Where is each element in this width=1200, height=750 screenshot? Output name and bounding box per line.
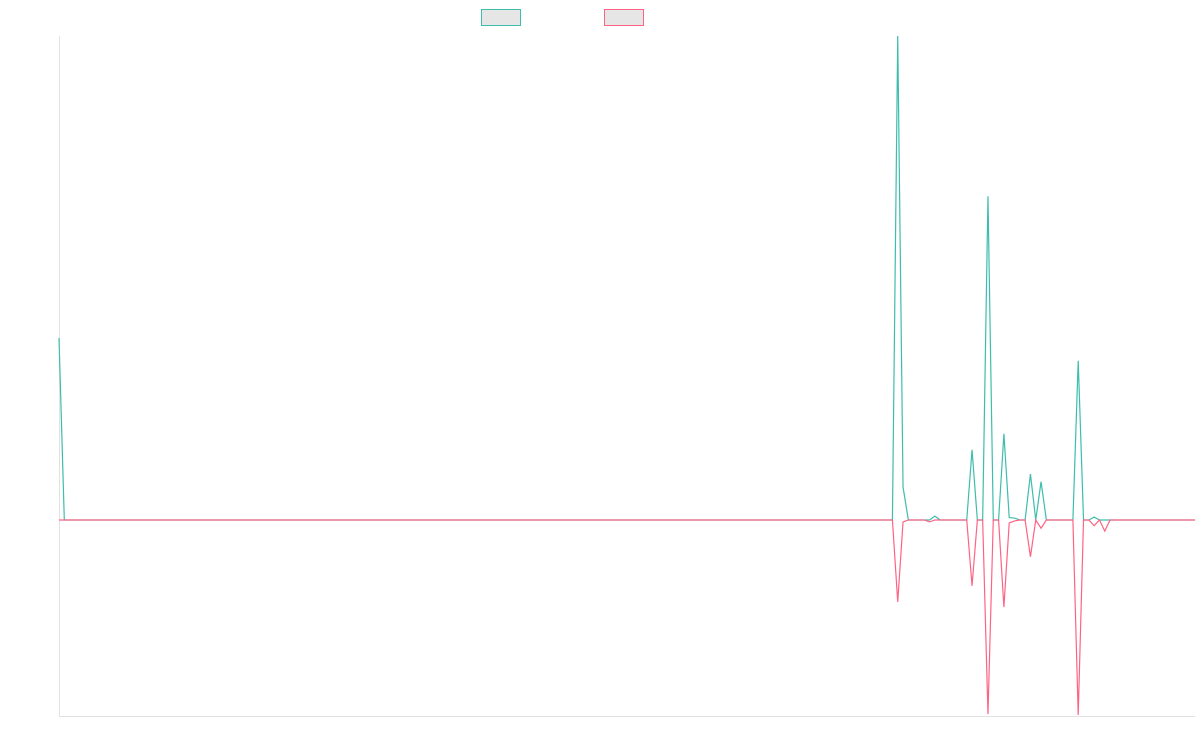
series-line [58,35,1195,521]
legend-swatch [481,9,521,26]
legend-swatch [604,9,644,26]
series-line [59,518,1195,716]
